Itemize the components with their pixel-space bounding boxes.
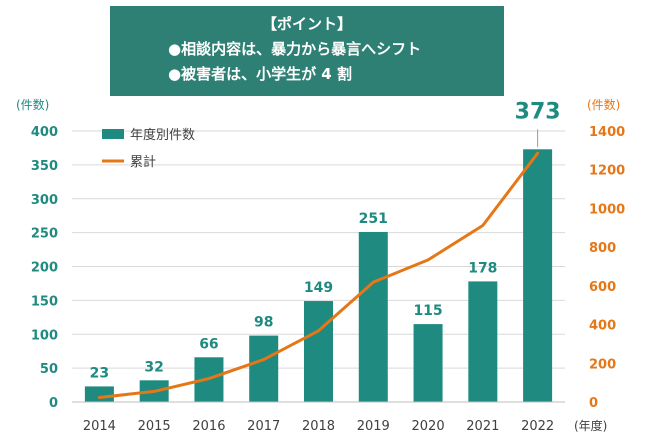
- left-axis-unit-label: (件数): [16, 97, 49, 112]
- bar-value-label: 149: [304, 280, 333, 296]
- bar-2022: [523, 149, 553, 402]
- left-axis-tick-label: 50: [40, 362, 58, 377]
- left-axis-tick-label: 0: [49, 396, 58, 411]
- legend-label-line: 累計: [130, 154, 156, 170]
- bar-value-label: 98: [254, 315, 273, 331]
- x-axis-tick-label: 2019: [357, 419, 390, 434]
- right-axis-tick-label: 0: [589, 396, 598, 411]
- bar-2019: [358, 231, 388, 402]
- x-axis-tick-label: 2018: [302, 419, 335, 434]
- x-axis-unit-label: (年度): [574, 418, 607, 433]
- callout-heading: 【ポイント】: [261, 15, 352, 33]
- bar-value-label: 66: [199, 336, 218, 352]
- callout-point-2: ●被害者は、小学生が 4 割: [168, 65, 352, 83]
- left-axis-tick-label: 300: [31, 193, 58, 208]
- x-axis-tick-label: 2016: [192, 419, 225, 434]
- bars-layer: [84, 149, 553, 402]
- x-axis-tick-label: 2022: [521, 419, 554, 434]
- bar-2017: [249, 335, 279, 402]
- labels-layer: 23 32 66 98 149 251 115 178 373: [90, 99, 561, 381]
- left-axis-tick-label: 350: [31, 159, 58, 174]
- legend-swatch-bar: [102, 129, 124, 139]
- right-axis-tick-label: 400: [589, 319, 616, 334]
- bar-2021: [468, 281, 498, 402]
- bar-value-label: 251: [359, 211, 388, 227]
- right-axis-tick-label: 1400: [589, 125, 625, 140]
- bar-value-label: 373: [515, 99, 561, 124]
- legend-label-bar: 年度別件数: [130, 127, 195, 143]
- bar-2014: [84, 386, 114, 402]
- right-axis-unit-label: (件数): [587, 97, 620, 112]
- x-axis-tick-label: 2014: [83, 419, 116, 434]
- axis-layer: 0 50 100 150 200 250 300 350 400 0 200 400 600 800 100…: [16, 97, 625, 434]
- cumulative-line: [97, 151, 540, 399]
- left-axis-tick-label: 100: [31, 328, 58, 343]
- right-axis-tick-label: 800: [589, 241, 616, 256]
- left-axis-tick-label: 200: [31, 261, 58, 276]
- bar-value-label: 32: [144, 359, 163, 375]
- left-axis-tick-label: 150: [31, 294, 58, 309]
- bar-2020: [413, 324, 443, 402]
- right-axis-tick-label: 200: [589, 357, 616, 372]
- bar-value-label: 115: [413, 303, 442, 319]
- right-axis-tick-label: 1200: [589, 164, 625, 179]
- x-axis-tick-label: 2015: [138, 419, 171, 434]
- bar-2018: [304, 301, 333, 402]
- x-axis-tick-label: 2017: [247, 419, 280, 434]
- x-axis-tick-label: 2020: [412, 419, 445, 434]
- right-axis-tick-label: 600: [589, 280, 616, 295]
- left-axis-tick-label: 400: [31, 125, 58, 140]
- left-axis-tick-label: 250: [31, 227, 58, 242]
- x-axis-tick-label: 2021: [466, 419, 499, 434]
- line-layer: [97, 151, 540, 399]
- key-points-callout: 【ポイント】 ●相談内容は、暴力から暴言へシフト ●被害者は、小学生が 4 割: [110, 6, 504, 96]
- right-axis-tick-label: 1000: [589, 202, 625, 217]
- callout-point-1: ●相談内容は、暴力から暴言へシフト: [168, 40, 422, 58]
- bar-value-label: 23: [90, 365, 109, 381]
- bar-value-label: 178: [468, 260, 497, 276]
